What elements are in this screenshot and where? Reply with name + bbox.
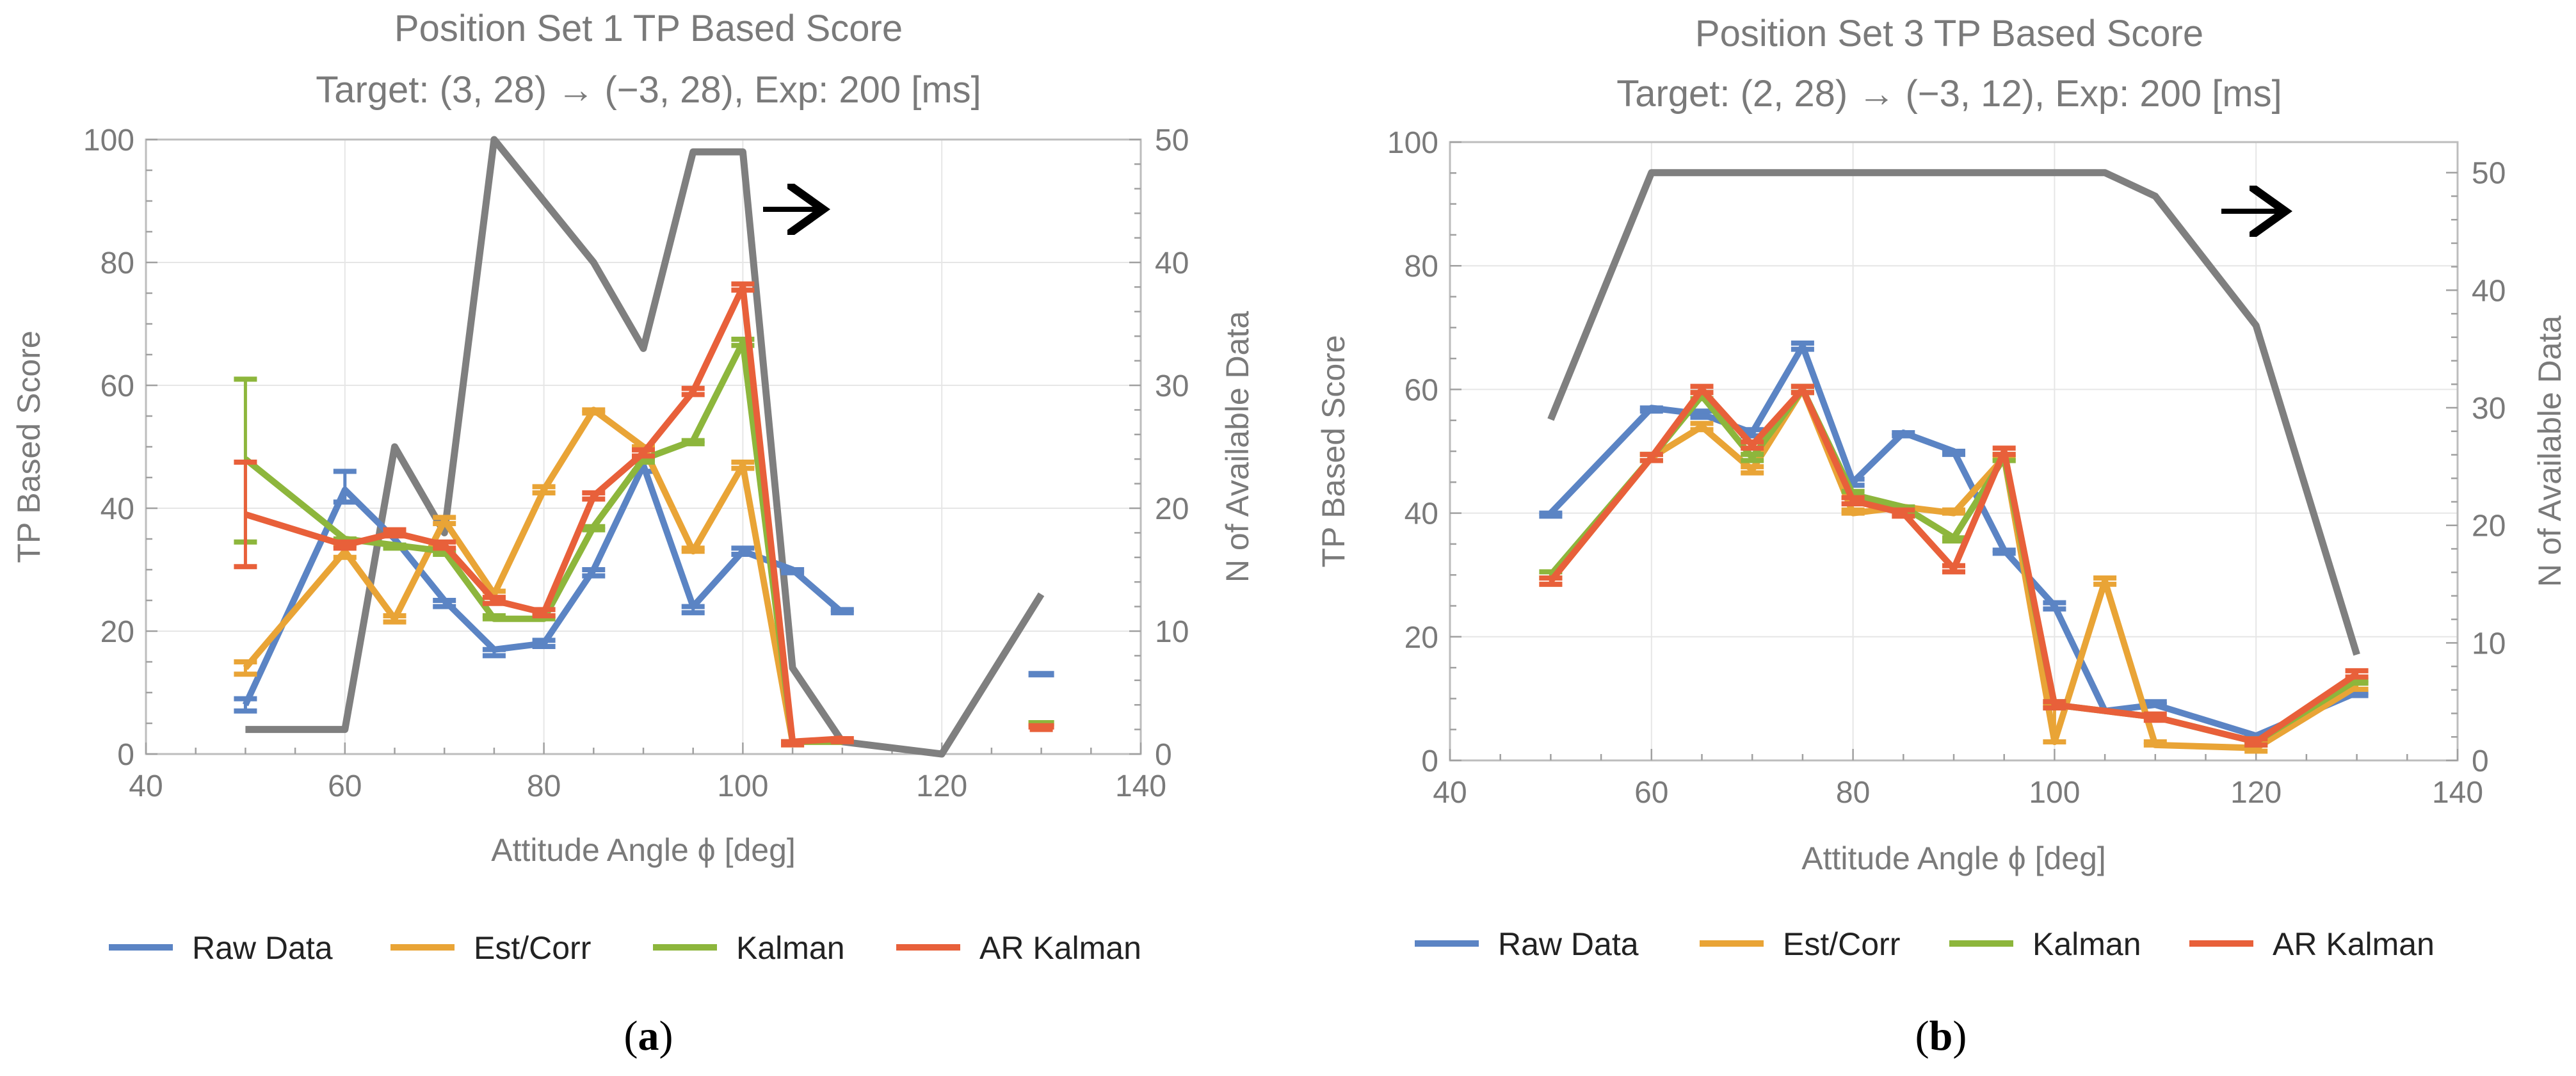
legend-label: Raw Data — [1498, 926, 1639, 962]
series-ar-kalman — [1539, 383, 2369, 748]
legend-item-raw-data: Raw Data — [1415, 926, 1639, 962]
x-tick-label: 120 — [916, 769, 967, 803]
n-of-available-data-line — [245, 136, 1045, 758]
x-tick-label: 40 — [1433, 776, 1467, 810]
y2-tick-label: 10 — [1155, 615, 1189, 649]
panel-letter: b — [1929, 1013, 1953, 1059]
y2-axis-label: N of Available Data — [2532, 316, 2568, 588]
y2-tick-label: 20 — [2472, 510, 2506, 543]
legend-item-kalman: Kalman — [1949, 926, 2141, 962]
x-tick-label: 80 — [1836, 776, 1870, 810]
legend: Raw Data Est/Corr Kalman AR Kalman — [1415, 926, 2435, 962]
chart-panel-a: Position Set 1 TP Based Score Target: (3… — [11, 8, 1255, 1059]
panel-label: (a) — [624, 1013, 673, 1059]
x-axis-label: Attitude Angle ϕ [deg] — [1801, 840, 2106, 876]
x-tick-label: 80 — [527, 769, 561, 803]
chart-subtitle: Target: (3, 28) → (−3, 28), Exp: 200 [ms… — [316, 69, 981, 111]
y2-tick-label: 20 — [1155, 492, 1189, 526]
x-tick-label: 100 — [717, 769, 768, 803]
legend: Raw Data Est/Corr Kalman AR Kalman — [109, 930, 1141, 966]
chart-subtitle: Target: (2, 28) → (−3, 12), Exp: 200 [ms… — [1616, 73, 2282, 115]
y2-tick-label: 30 — [1155, 369, 1189, 403]
y-axis-label: TP Based Score — [11, 330, 47, 563]
legend-item-ar-kalman: AR Kalman — [2189, 926, 2435, 962]
legend-label: Est/Corr — [474, 930, 591, 966]
legend-label: Kalman — [2033, 926, 2141, 962]
y-tick-label: 100 — [1387, 126, 1438, 160]
y2-tick-label: 10 — [2472, 627, 2506, 661]
legend-label: AR Kalman — [979, 930, 1141, 966]
y2-tick-label: 0 — [1155, 738, 1172, 772]
legend-item-raw-data: Raw Data — [109, 930, 333, 966]
y-tick-label: 0 — [117, 738, 134, 772]
panel-letter: a — [638, 1013, 659, 1059]
legend-item-est-corr: Est/Corr — [390, 930, 591, 966]
y2-tick-label: 30 — [2472, 392, 2506, 426]
x-tick-label: 120 — [2230, 776, 2282, 810]
series-n-of-available-data — [245, 136, 1045, 758]
x-axis-label: Attitude Angle ϕ [deg] — [491, 832, 796, 868]
y-tick-label: 40 — [1405, 497, 1438, 531]
y2-tick-label: 40 — [1155, 246, 1189, 280]
y-tick-label: 60 — [101, 369, 134, 403]
series-layer — [234, 136, 1054, 758]
series-n-of-available-data — [1547, 169, 2360, 656]
x-tick-label: 60 — [328, 769, 362, 803]
y-tick-label: 60 — [1405, 373, 1438, 407]
legend-item-kalman: Kalman — [653, 930, 845, 966]
legend-item-ar-kalman: AR Kalman — [896, 930, 1141, 966]
n-of-available-data-line — [1547, 169, 2360, 656]
chart-panel-b: Position Set 3 TP Based Score Target: (2… — [1316, 13, 2568, 1059]
legend-label: Est/Corr — [1783, 926, 1900, 962]
est-corr-line — [243, 406, 842, 745]
x-tick-label: 40 — [129, 769, 163, 803]
y2-tick-label: 50 — [1155, 124, 1189, 157]
legend-label: Kalman — [736, 930, 845, 966]
y-tick-label: 0 — [1421, 744, 1438, 778]
series-ar-kalman — [234, 281, 1054, 748]
legend-label: Raw Data — [192, 930, 333, 966]
x-tick-label: 140 — [1115, 769, 1166, 803]
chart-title: Position Set 1 TP Based Score — [394, 8, 903, 49]
panel-label: (b) — [1915, 1013, 1967, 1059]
x-tick-label: 140 — [2432, 776, 2483, 810]
x-tick-label: 60 — [1634, 776, 1668, 810]
y-axis-label: TP Based Score — [1316, 335, 1351, 567]
y-tick-label: 100 — [83, 124, 134, 157]
y2-axis-label: N of Available Data — [1220, 311, 1255, 583]
x-tick-label: 100 — [2029, 776, 2080, 810]
legend-item-est-corr: Est/Corr — [1700, 926, 1900, 962]
chart-title: Position Set 3 TP Based Score — [1695, 13, 2203, 54]
y2-tick-label: 40 — [2472, 274, 2506, 308]
series-layer — [1539, 169, 2369, 754]
y-tick-label: 40 — [101, 492, 134, 526]
y-tick-label: 80 — [1405, 250, 1438, 284]
y-tick-label: 20 — [101, 615, 134, 649]
legend-label: AR Kalman — [2273, 926, 2435, 962]
y-tick-label: 80 — [101, 246, 134, 280]
y2-tick-label: 0 — [2472, 744, 2489, 778]
y-tick-label: 20 — [1405, 621, 1438, 655]
y2-tick-label: 50 — [2472, 157, 2506, 191]
